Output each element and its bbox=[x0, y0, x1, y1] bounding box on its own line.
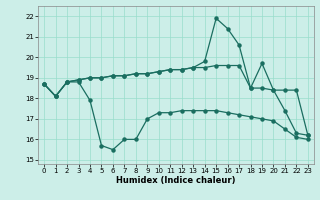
X-axis label: Humidex (Indice chaleur): Humidex (Indice chaleur) bbox=[116, 176, 236, 185]
